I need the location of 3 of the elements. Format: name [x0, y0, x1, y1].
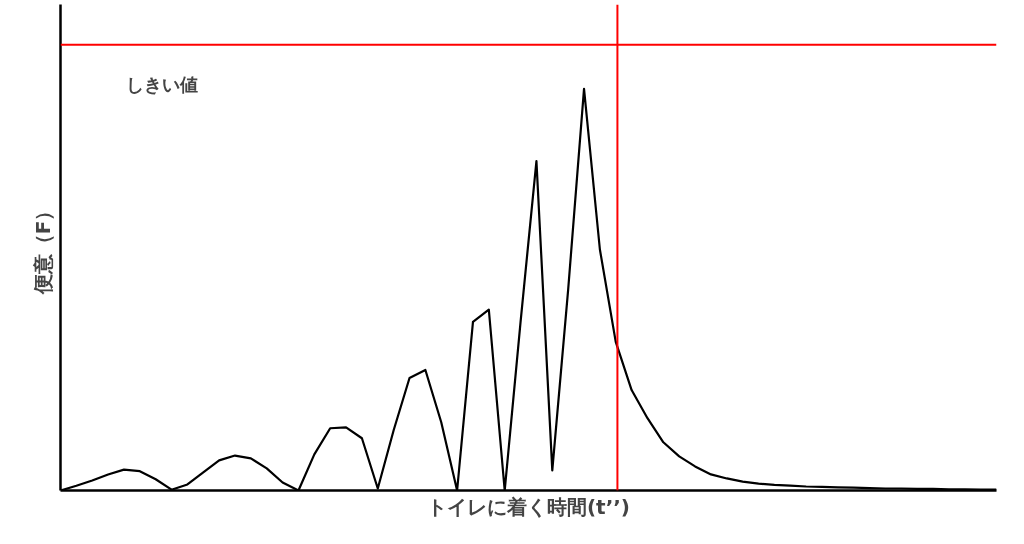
y-axis-title: 便意（F） — [30, 200, 55, 296]
x-axis-title: トイレに着く時間(t’’) — [426, 494, 631, 519]
ref-line-label: しきい値 — [126, 73, 199, 95]
